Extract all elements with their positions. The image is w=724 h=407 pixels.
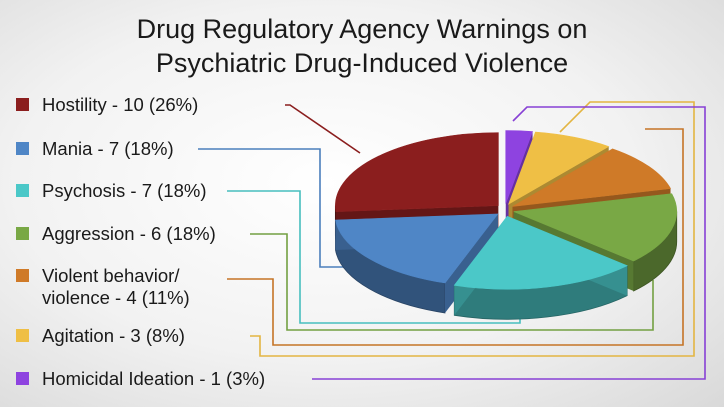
legend-swatch-hostility [16,98,29,111]
pie-slice-hostility [335,132,499,212]
legend-swatch-homicidal-ideation [16,372,29,385]
legend-label-agitation: Agitation - 3 (8%) [42,325,185,346]
pie-slice-agitation [508,131,610,205]
leader-line-mania [198,148,355,268]
legend-swatch-agitation [16,329,29,342]
legend-swatch-aggression [16,227,29,240]
legend-label-hostility: Hostility - 10 (26%) [42,94,199,115]
chart-title-line-2: Psychiatric Drug-Induced Violence [155,48,569,78]
legend-item-mania: Mania - 7 (18%) [16,138,174,160]
legend-swatch-mania [16,142,29,155]
leader-line-hostility [285,104,361,154]
legend-item-homicidal-ideation: Homicidal Ideation - 1 (3%) [16,368,265,390]
legend-label-aggression: Aggression - 6 (18%) [42,223,216,244]
pie-slices [334,130,678,320]
leader-line-agitation [250,101,695,357]
legend-item-hostility: Hostility - 10 (26%) [16,94,198,116]
leader-lines [198,101,706,380]
chart-title-line-1: Drug Regulatory Agency Warnings on [136,14,588,44]
legend-item-aggression: Aggression - 6 (18%) [16,223,216,245]
chart-title: Drug Regulatory Agency Warnings on Psych… [0,12,724,80]
pie-slice-homicidal-ideation [505,130,533,204]
legend-label-homicidal-ideation: Homicidal Ideation - 1 (3%) [42,368,266,389]
leader-line-aggression [250,233,654,331]
legend-item-psychosis: Psychosis - 7 (18%) [16,180,207,202]
leader-line-homicidal-ideation [312,106,706,380]
legend-label-violent-behavior: Violent behavior/ violence - 4 (11%) [42,265,190,308]
pie-slice-mania [335,213,499,284]
leader-line-violent-behavior [227,128,684,346]
legend-label-mania: Mania - 7 (18%) [42,138,174,159]
legend-swatch-violent-behavior [16,269,29,282]
legend-item-agitation: Agitation - 3 (8%) [16,325,185,347]
pie-slice-psychosis [453,215,628,290]
legend-label-psychosis: Psychosis - 7 (18%) [42,180,207,201]
pie-slice-violent-behavior [512,148,672,207]
pie-slice-aggression [513,193,678,262]
legend-item-violent-behavior: Violent behavior/ violence - 4 (11%) [16,265,190,309]
legend-swatch-psychosis [16,184,29,197]
